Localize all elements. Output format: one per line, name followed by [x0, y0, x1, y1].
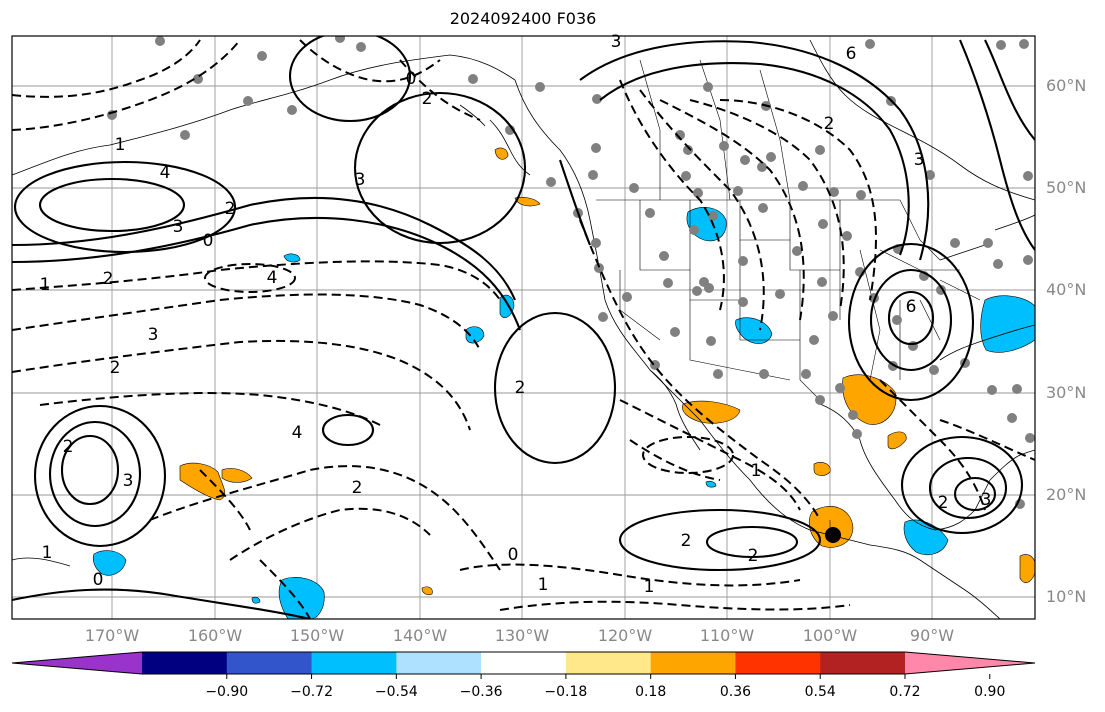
contour-label: 0 — [203, 231, 214, 251]
lat-label: 10°N — [1046, 587, 1087, 606]
contour-label: 1 — [751, 461, 762, 481]
colorbar-segment — [820, 652, 906, 674]
contour-label: 1 — [42, 543, 53, 563]
lon-label: 170°W — [84, 626, 140, 645]
lat-label: 60°N — [1046, 76, 1087, 95]
contour-label: 2 — [352, 478, 363, 498]
marker-dot — [825, 527, 841, 543]
contour-label: 1 — [644, 577, 655, 597]
shaded-regions — [92, 147, 1035, 619]
contour-label: 1 — [115, 135, 126, 155]
contour-label: 2 — [225, 199, 236, 219]
colorbar-tick-label: −0.18 — [544, 684, 588, 700]
contour-label: 2 — [110, 358, 121, 378]
map-frame — [11, 35, 1036, 620]
lat-label: 50°N — [1046, 178, 1087, 197]
colorbar-segment — [565, 652, 652, 674]
contour-label: 0 — [508, 545, 519, 565]
station-dots — [107, 36, 1035, 509]
contour-label: 3 — [148, 325, 159, 345]
lon-label: 160°W — [187, 626, 243, 645]
colorbar-segment — [311, 652, 397, 674]
colorbar-tick-label: 0.18 — [635, 684, 667, 700]
contour-labels: 4 3 2 1 0 1 2 4 3 2 3 2 1 0 2 3 4 6 2 1 … — [40, 32, 992, 597]
contour-label: 2 — [63, 437, 74, 457]
colorbar-tick-label: 0.36 — [719, 684, 752, 700]
lon-label: 110°W — [699, 626, 755, 645]
contour-label: 2 — [681, 531, 692, 551]
map-title: 2024092400 F036 — [449, 9, 597, 28]
lon-label: 130°W — [494, 626, 550, 645]
lat-label: 40°N — [1046, 280, 1087, 299]
contour-label: 2 — [515, 378, 526, 398]
contour-label: 2 — [938, 493, 949, 513]
contour-label: 3 — [981, 490, 992, 510]
contour-label: 1 — [538, 575, 549, 595]
lon-label: 140°W — [392, 626, 448, 645]
contour-label: 2 — [103, 269, 114, 289]
colorbar-segment — [396, 652, 482, 674]
contour-label: 6 — [846, 44, 857, 64]
contour-label: 1 — [40, 275, 51, 295]
colorbar-tick-label: 0.90 — [974, 684, 1006, 700]
contour-label: 2 — [824, 114, 835, 134]
lon-label: 150°W — [289, 626, 345, 645]
lat-label: 20°N — [1046, 485, 1087, 504]
colorbar-tick-label: 0.54 — [804, 684, 836, 700]
lat-label: 30°N — [1046, 383, 1087, 402]
contour-label: 0 — [93, 570, 104, 590]
contour-label: 3 — [355, 170, 366, 190]
colorbar-tick-label: 0.72 — [889, 684, 921, 700]
contour-label: 3 — [173, 217, 184, 237]
solid-contours — [12, 36, 1035, 619]
contour-label: 3 — [123, 471, 134, 491]
contour-label: 3 — [914, 150, 925, 170]
lon-label: 120°W — [597, 626, 653, 645]
contour-label: 4 — [267, 268, 278, 288]
colorbar — [11, 651, 1036, 679]
colorbar-segment — [735, 652, 821, 674]
colorbar-segment — [650, 652, 736, 674]
contour-label: 2 — [748, 546, 759, 566]
lon-label: 90°W — [909, 626, 955, 645]
colorbar-tick-label: −0.72 — [290, 684, 333, 700]
colorbar-segment — [226, 652, 313, 674]
colorbar-tick-label: −0.36 — [459, 684, 503, 700]
colorbar-tick-label: −0.54 — [374, 684, 418, 700]
colorbar-outline — [11, 651, 1036, 675]
contour-label: 2 — [422, 89, 433, 109]
colorbar-tick-label: −0.90 — [205, 684, 249, 700]
colorbar-segment — [142, 652, 228, 674]
contour-label: 4 — [292, 423, 303, 443]
dashed-contours — [12, 39, 1035, 619]
colorbar-extend-right — [905, 652, 1035, 674]
contour-label: 4 — [160, 163, 171, 183]
contour-label: 0 — [406, 69, 417, 89]
colorbar-extend-left — [12, 652, 142, 674]
lon-label: 100°W — [802, 626, 858, 645]
contour-label: 3 — [611, 32, 622, 52]
political-borders — [596, 59, 981, 540]
contour-label: 6 — [906, 297, 917, 317]
colorbar-segment — [481, 652, 567, 674]
